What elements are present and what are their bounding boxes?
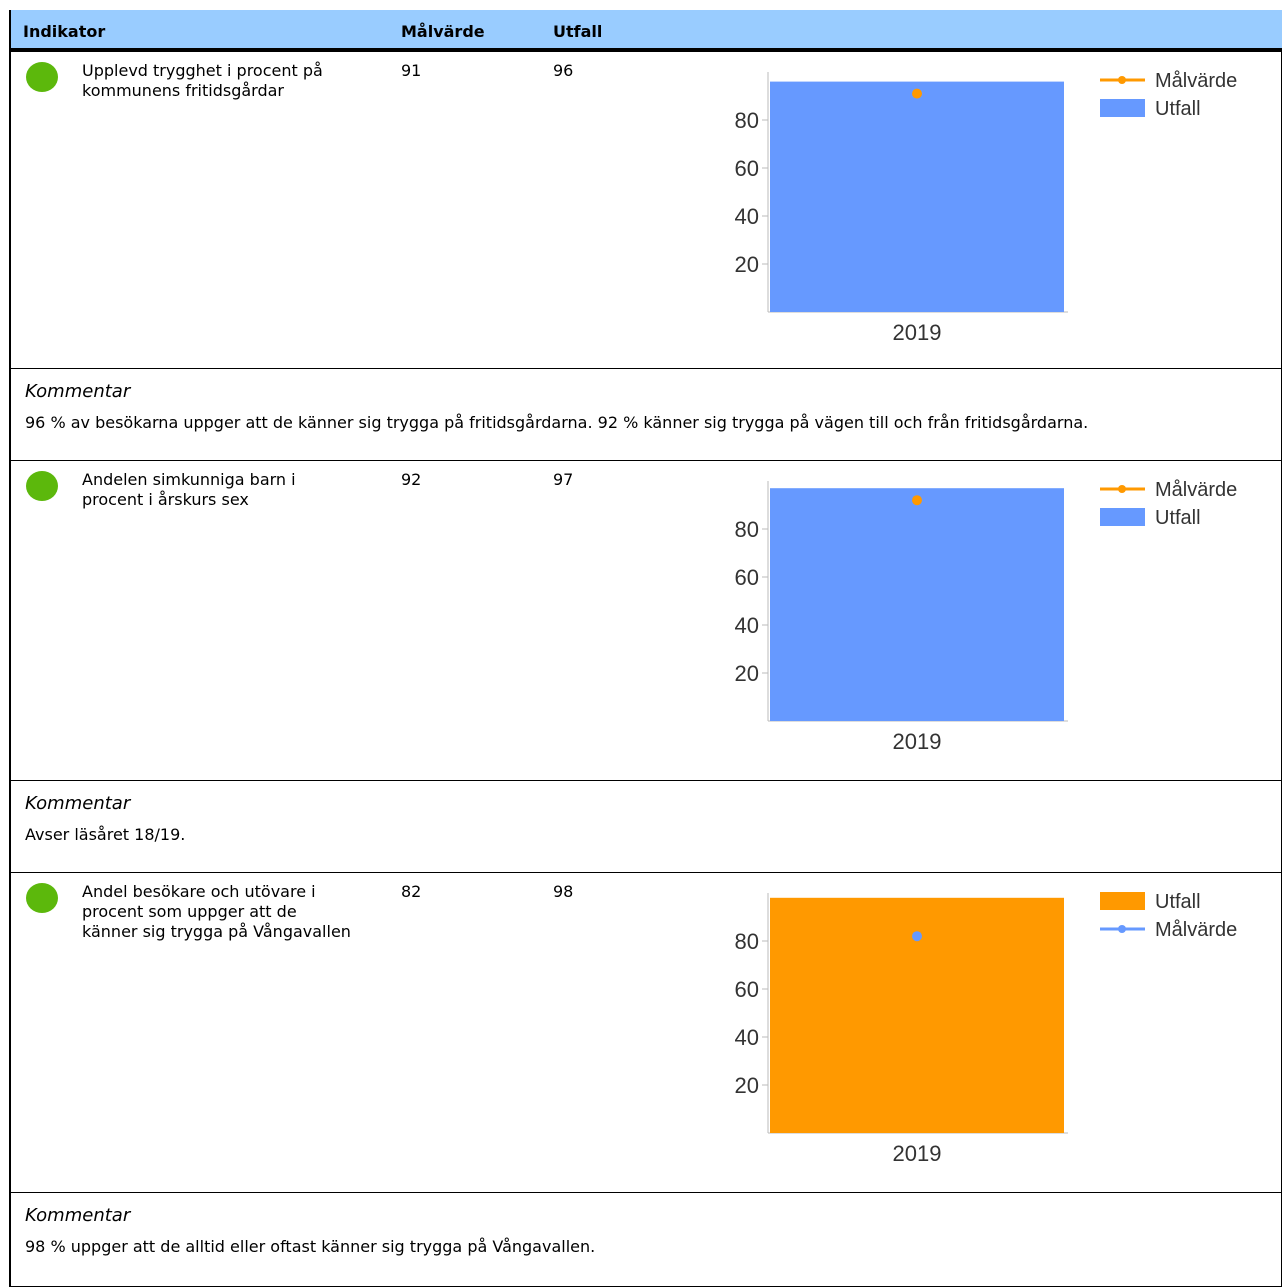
header-indikator: Indikator	[23, 22, 106, 41]
legend-label: Utfall	[1155, 507, 1201, 529]
comment-text: Avser läsåret 18/19.	[25, 825, 186, 844]
indicator-chart: 20 40 60 80 2019 Målvärde Utfall	[735, 70, 1238, 345]
comment-title: Kommentar	[25, 1205, 131, 1226]
y-tick-label: 20	[735, 661, 759, 686]
y-tick-label: 40	[735, 613, 759, 638]
y-tick-label: 80	[735, 929, 759, 954]
point-malvarde	[912, 495, 922, 506]
y-tick-label: 20	[735, 1073, 759, 1098]
status-green-icon	[26, 62, 58, 92]
comment-row: Kommentar 98 % uppger att de alltid elle…	[11, 1193, 1282, 1287]
outcome-value: 97	[553, 470, 574, 489]
header-malvarde: Målvärde	[401, 22, 485, 41]
legend-bar-swatch	[1100, 508, 1145, 526]
comment-title: Kommentar	[25, 381, 131, 402]
target-value: 91	[401, 61, 422, 80]
x-tick-label: 2019	[893, 320, 942, 345]
status-green-icon	[26, 883, 58, 913]
outcome-value: 96	[553, 61, 574, 80]
legend-marker	[1118, 925, 1126, 933]
indicator-row: Upplevd trygghet i procent på kommunens …	[11, 52, 1282, 369]
indicator-chart: 20 40 60 80 2019 Utfall Målvärde	[735, 891, 1238, 1166]
y-tick-label: 20	[735, 252, 759, 277]
y-tick-label: 80	[735, 108, 759, 133]
comment-text: 98 % uppger att de alltid eller oftast k…	[25, 1237, 596, 1256]
outcome-value: 98	[553, 882, 574, 901]
point-malvarde	[912, 931, 922, 942]
header-utfall: Utfall	[553, 22, 603, 41]
legend-bar-swatch	[1100, 99, 1145, 117]
legend-bar-swatch	[1100, 892, 1145, 910]
bar-utfall	[770, 488, 1064, 721]
x-tick-label: 2019	[893, 729, 942, 754]
legend-label: Utfall	[1155, 98, 1201, 120]
legend-label: Målvärde	[1155, 479, 1237, 501]
legend-label: Målvärde	[1155, 919, 1237, 941]
table-header: Indikator Målvärde Utfall	[11, 10, 1282, 52]
x-tick-label: 2019	[893, 1141, 942, 1166]
y-tick-label: 60	[735, 565, 759, 590]
y-tick-label: 60	[735, 977, 759, 1002]
legend-label: Målvärde	[1155, 70, 1237, 92]
target-value: 92	[401, 470, 422, 489]
y-tick-label: 80	[735, 517, 759, 542]
legend-marker	[1118, 485, 1126, 493]
indicator-name: Upplevd trygghet i procent på kommunens …	[82, 61, 323, 100]
indicator-chart: 20 40 60 80 2019 Målvärde Utfall	[735, 479, 1238, 754]
legend-label: Utfall	[1155, 891, 1201, 913]
indicator-table: Indikator Målvärde Utfall Upplevd tryggh…	[9, 10, 1282, 1287]
target-value: 82	[401, 882, 422, 901]
y-tick-label: 60	[735, 156, 759, 181]
indicator-name: Andelen simkunniga barn i procent i årsk…	[82, 470, 296, 509]
comment-title: Kommentar	[25, 793, 131, 814]
point-malvarde	[912, 88, 922, 99]
status-green-icon	[26, 471, 58, 501]
indicator-row: Andelen simkunniga barn i procent i årsk…	[11, 461, 1282, 781]
bar-utfall	[770, 81, 1064, 312]
y-tick-label: 40	[735, 1025, 759, 1050]
comment-row: Kommentar 96 % av besökarna uppger att d…	[11, 369, 1282, 461]
y-tick-label: 40	[735, 204, 759, 229]
comment-text: 96 % av besökarna uppger att de känner s…	[25, 413, 1089, 432]
indicator-row: Andel besökare och utövare i procent som…	[11, 873, 1282, 1193]
legend-marker	[1118, 76, 1126, 84]
indicator-name: Andel besökare och utövare i procent som…	[82, 882, 351, 941]
comment-row: Kommentar Avser läsåret 18/19.	[11, 781, 1282, 873]
